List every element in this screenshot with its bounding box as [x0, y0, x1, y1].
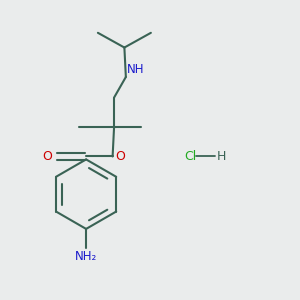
Text: O: O	[42, 150, 52, 163]
Text: NH: NH	[127, 62, 145, 76]
Text: H: H	[216, 150, 226, 163]
Text: NH₂: NH₂	[75, 250, 97, 263]
Text: Cl: Cl	[184, 150, 196, 163]
Text: O: O	[116, 150, 125, 163]
